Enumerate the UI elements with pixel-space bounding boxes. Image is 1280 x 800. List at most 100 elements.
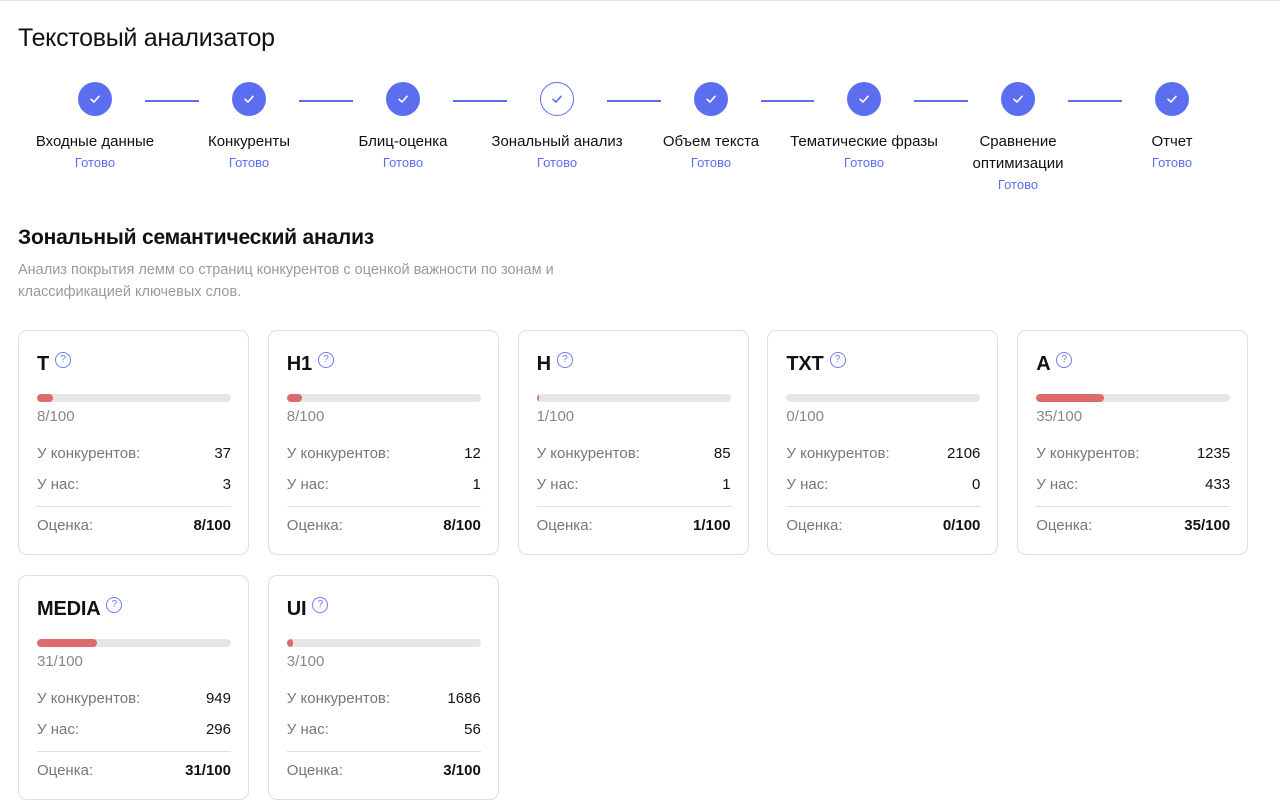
competitors-row: У конкурентов: 1235: [1036, 445, 1230, 462]
step-2[interactable]: Конкуренты Готово: [174, 82, 324, 173]
step-label: Зональный анализ: [491, 133, 623, 150]
card-divider: [286, 506, 481, 507]
step-check-icon: [540, 82, 574, 116]
ours-row: У нас: 1: [287, 476, 481, 493]
competitors-label: У конкурентов:: [286, 445, 391, 462]
ours-label: У нас:: [37, 721, 79, 738]
ours-value: 1: [722, 476, 731, 493]
score-total: 8/100: [193, 517, 231, 534]
score-bar-fill: [536, 394, 539, 402]
zone-title: A: [1036, 353, 1051, 375]
competitors-value: 12: [464, 445, 481, 462]
step-connector: [145, 100, 199, 102]
ours-label: У нас:: [1036, 476, 1079, 493]
help-icon[interactable]: ?: [829, 351, 846, 368]
ours-value: 433: [1205, 476, 1231, 493]
score-row: Оценка: 0/100: [786, 517, 980, 534]
score-label: Оценка:: [286, 762, 343, 779]
competitors-label: У конкурентов:: [536, 445, 640, 462]
score-row: Оценка: 8/100: [37, 517, 231, 534]
zone-card-ui: UI? 3/100 У конкурентов: 1686 У нас: 56 Оценка…: [267, 575, 499, 800]
score-total: 31/100: [185, 762, 231, 779]
step-5[interactable]: Объем текста Готово: [636, 82, 786, 173]
zone-title: UI: [286, 598, 307, 620]
ours-row: У нас: 296: [37, 721, 231, 738]
step-connector: [607, 100, 661, 102]
zone-card-h1: H1? 8/100 У конкурентов: 12 У нас: 1 Оценка: 8/…: [267, 330, 499, 555]
step-label: Отчет: [1151, 133, 1193, 150]
score-value: 1/100: [536, 408, 575, 425]
zone-title: H1: [286, 353, 312, 375]
score-bar: [286, 639, 481, 647]
step-7[interactable]: Сравнение оптимизации Готово: [943, 82, 1093, 195]
score-bar: [37, 639, 231, 647]
step-check-icon: [232, 82, 266, 116]
step-label: Объем текста: [662, 133, 760, 150]
step-connector: [299, 100, 353, 102]
step-label: Входные данные: [35, 133, 155, 150]
competitors-label: У конкурентов:: [37, 690, 141, 707]
card-divider: [786, 506, 981, 507]
help-icon[interactable]: ?: [312, 596, 329, 613]
score-row: Оценка: 35/100: [1036, 517, 1230, 534]
ours-label: У нас:: [37, 476, 79, 493]
competitors-row: У конкурентов: 85: [537, 445, 731, 462]
competitors-row: У конкурентов: 1686: [287, 690, 481, 707]
score-bar-fill: [1036, 394, 1105, 402]
score-label: Оценка:: [1036, 517, 1093, 534]
competitors-label: У конкурентов:: [286, 690, 391, 707]
ours-value: 296: [205, 721, 231, 738]
card-divider: [1036, 506, 1231, 507]
competitors-row: У конкурентов: 949: [37, 690, 231, 707]
zone-card-t: T? 8/100 У конкурентов: 37 У нас: 3 Оценка: 8/1…: [18, 330, 249, 555]
score-bar-fill: [37, 639, 98, 647]
step-6[interactable]: Тематические фразы Готово: [789, 82, 939, 173]
stepper: Входные данные Готово Конкуренты Готово Блиц…: [0, 82, 1280, 202]
ours-value: 0: [972, 476, 981, 493]
score-row: Оценка: 31/100: [37, 762, 231, 779]
help-icon[interactable]: ?: [106, 596, 123, 613]
card-divider: [37, 506, 231, 507]
competitors-value: 1686: [447, 690, 481, 707]
zone-title: H: [536, 353, 551, 375]
zone-card-media: MEDIA? 31/100 У конкурентов: 949 У нас: 296 Оц…: [18, 575, 249, 800]
step-3[interactable]: Блиц-оценка Готово: [328, 82, 478, 173]
score-label: Оценка:: [37, 517, 94, 534]
competitors-value: 1235: [1196, 445, 1231, 462]
step-4[interactable]: Зональный анализ Готово: [482, 82, 632, 173]
ours-value: 3: [222, 476, 231, 493]
ours-label: У нас:: [786, 476, 829, 493]
competitors-row: У конкурентов: 12: [287, 445, 481, 462]
score-bar: [1036, 394, 1231, 402]
step-check-icon: [694, 82, 728, 116]
competitors-row: У конкурентов: 2106: [786, 445, 980, 462]
step-status: Готово: [1151, 155, 1193, 170]
help-icon[interactable]: ?: [1056, 351, 1073, 368]
zone-card-a: A? 35/100 У конкурентов: 1235 У нас: 433 Оценк…: [1017, 330, 1249, 555]
ours-row: У нас: 433: [1036, 476, 1230, 493]
score-label: Оценка:: [786, 517, 843, 534]
step-check-icon: [847, 82, 881, 116]
help-icon[interactable]: ?: [55, 351, 72, 368]
ours-row: У нас: 56: [287, 721, 481, 738]
score-value: 35/100: [1036, 408, 1083, 425]
help-icon[interactable]: ?: [556, 351, 573, 368]
score-value: 0/100: [786, 408, 824, 425]
ours-row: У нас: 3: [37, 476, 231, 493]
step-check-icon: [1001, 82, 1035, 116]
help-icon[interactable]: ?: [317, 351, 334, 368]
top-divider: [0, 0, 1280, 1]
score-row: Оценка: 3/100: [287, 762, 481, 779]
card-divider: [37, 751, 231, 752]
page-title: Текстовый анализатор: [18, 24, 275, 52]
step-status: Готово: [74, 155, 116, 170]
step-status: Готово: [843, 155, 885, 170]
ours-value: 56: [464, 721, 481, 738]
score-value: 31/100: [37, 653, 83, 670]
score-total: 0/100: [942, 517, 981, 534]
score-value: 3/100: [286, 653, 325, 670]
step-8[interactable]: Отчет Готово: [1097, 82, 1247, 173]
competitors-label: У конкурентов:: [786, 445, 890, 462]
zone-title: T: [37, 353, 50, 375]
step-1[interactable]: Входные данные Готово: [20, 82, 170, 173]
